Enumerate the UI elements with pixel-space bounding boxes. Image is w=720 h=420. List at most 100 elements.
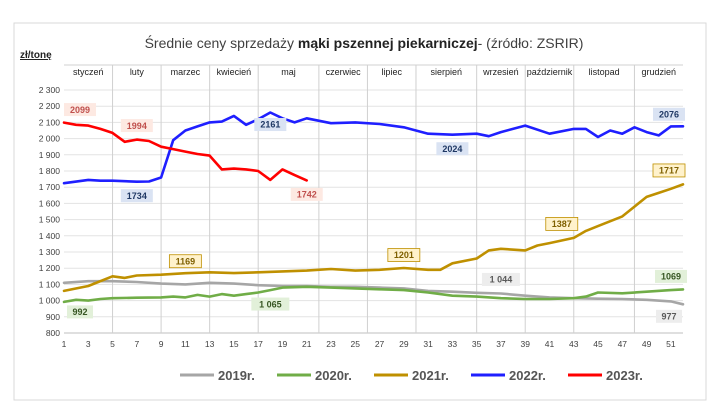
series-line-2022 (62, 111, 685, 185)
month-label: grudzień (641, 67, 676, 77)
y-axis: 800 900 1 000 1 100 1 200 1 300 1 400 1 500 1 60… (39, 85, 61, 338)
month-header: styczeń luty marzec kwiecień maj czerwiec lipi… (64, 64, 683, 333)
y-tick-label: 1 500 (39, 215, 61, 225)
data-label-box (251, 297, 290, 311)
x-tick-label: 11 (181, 339, 190, 349)
x-tick-label: 47 (618, 339, 628, 349)
y-tick-label: 800 (46, 328, 60, 338)
data-label: 1734 (127, 191, 147, 201)
month-label: styczeń (73, 67, 104, 77)
month-label: maj (281, 67, 296, 77)
y-axis-unit: zł/tonę (20, 50, 52, 61)
month-label: lipiec (381, 67, 402, 77)
data-label: 1 065 (259, 299, 282, 309)
x-tick-label: 39 (520, 339, 530, 349)
y-tick-label: 1 900 (39, 150, 61, 160)
x-tick-label: 27 (375, 339, 385, 349)
month-label: kwiecień (217, 67, 252, 77)
data-label: 2024 (442, 144, 462, 154)
month-label: marzec (171, 67, 201, 77)
x-tick-label: 31 (423, 339, 433, 349)
x-tick-label: 51 (666, 339, 676, 349)
y-tick-label: 1 800 (39, 166, 61, 176)
data-label-box (481, 272, 520, 286)
data-label-box (120, 189, 153, 203)
y-tick-label: 2 300 (39, 85, 61, 95)
month-label: luty (130, 67, 145, 77)
series-line-2020 (62, 285, 685, 304)
data-label: 2161 (260, 120, 280, 130)
x-tick-label: 37 (496, 339, 506, 349)
data-label-box (655, 269, 687, 283)
x-tick-label: 7 (134, 339, 139, 349)
month-label: listopad (589, 67, 620, 77)
data-label: 1387 (552, 219, 572, 229)
data-label-box (290, 187, 323, 201)
y-tick-label: 1 300 (39, 247, 61, 257)
data-label: 1169 (176, 256, 196, 266)
data-label-box (436, 142, 469, 156)
data-label-box (168, 254, 202, 269)
series-line-2021 (62, 183, 685, 293)
x-tick-label: 9 (159, 339, 164, 349)
x-tick-label: 13 (205, 339, 215, 349)
data-label-box (656, 309, 682, 323)
y-tick-label: 2 000 (39, 134, 61, 144)
legend-label: 2022r. (509, 368, 546, 383)
month-label: październik (527, 67, 573, 77)
data-labels: 2099 1994 1742 1734 2161 2024 2076 1169 1201 1387… (64, 103, 687, 323)
x-tick-label: 33 (448, 339, 458, 349)
y-tick-label: 900 (46, 312, 60, 322)
x-axis: 1 3 5 7 9 11 13 15 17 19 21 23 25 27 29 31 33 35 37 39 41 43 4… (62, 339, 676, 349)
x-tick-label: 35 (472, 339, 482, 349)
y-tick-label: 2 100 (39, 117, 61, 127)
data-label-box (64, 103, 96, 117)
data-label: 1069 (661, 272, 681, 282)
data-label-box (67, 305, 93, 319)
data-label: 1994 (127, 121, 147, 131)
x-tick-label: 19 (278, 339, 288, 349)
y-tick-label: 2 200 (39, 101, 61, 111)
series-line-2023 (62, 121, 309, 182)
data-label-box (652, 163, 686, 178)
chart-border (13, 22, 707, 401)
x-tick-label: 43 (569, 339, 579, 349)
data-label: 2076 (659, 109, 679, 119)
y-tick-label: 1 600 (39, 198, 61, 208)
series-line-2019 (62, 279, 685, 306)
data-label: 977 (661, 312, 676, 322)
legend-label: 2019r. (218, 368, 255, 383)
x-tick-label: 3 (86, 339, 91, 349)
y-tick-label: 1 700 (39, 182, 61, 192)
legend-label: 2020r. (315, 368, 352, 383)
data-label-box (120, 119, 153, 133)
x-tick-label: 45 (593, 339, 603, 349)
chart-title: Średnie ceny sprzedaży mąki pszennej pie… (145, 34, 584, 51)
data-label-box (545, 217, 579, 231)
y-tick-label: 1 100 (39, 279, 61, 289)
x-tick-label: 23 (326, 339, 336, 349)
data-label-box (387, 248, 421, 262)
x-tick-label: 29 (399, 339, 409, 349)
legend-label: 2021r. (412, 368, 449, 383)
month-label: sierpień (431, 67, 463, 77)
month-label: czerwiec (326, 67, 362, 77)
data-label: 1201 (394, 250, 414, 260)
y-tick-label: 1 000 (39, 296, 61, 306)
x-tick-label: 25 (351, 339, 361, 349)
x-tick-label: 1 (62, 339, 67, 349)
x-tick-label: 41 (545, 339, 555, 349)
month-label: wrzesień (482, 67, 519, 77)
data-label: 992 (72, 307, 87, 317)
legend: 2019r. 2020r. 2021r. 2022r. 2023r. (180, 368, 643, 383)
data-label: 1 044 (490, 275, 513, 285)
series-group (62, 111, 685, 306)
x-tick-label: 15 (229, 339, 239, 349)
y-tick-label: 1 400 (39, 231, 61, 241)
x-tick-label: 17 (253, 339, 263, 349)
x-tick-label: 49 (642, 339, 652, 349)
x-tick-label: 5 (110, 339, 115, 349)
data-label: 2099 (70, 105, 90, 115)
legend-label: 2023r. (606, 368, 643, 383)
